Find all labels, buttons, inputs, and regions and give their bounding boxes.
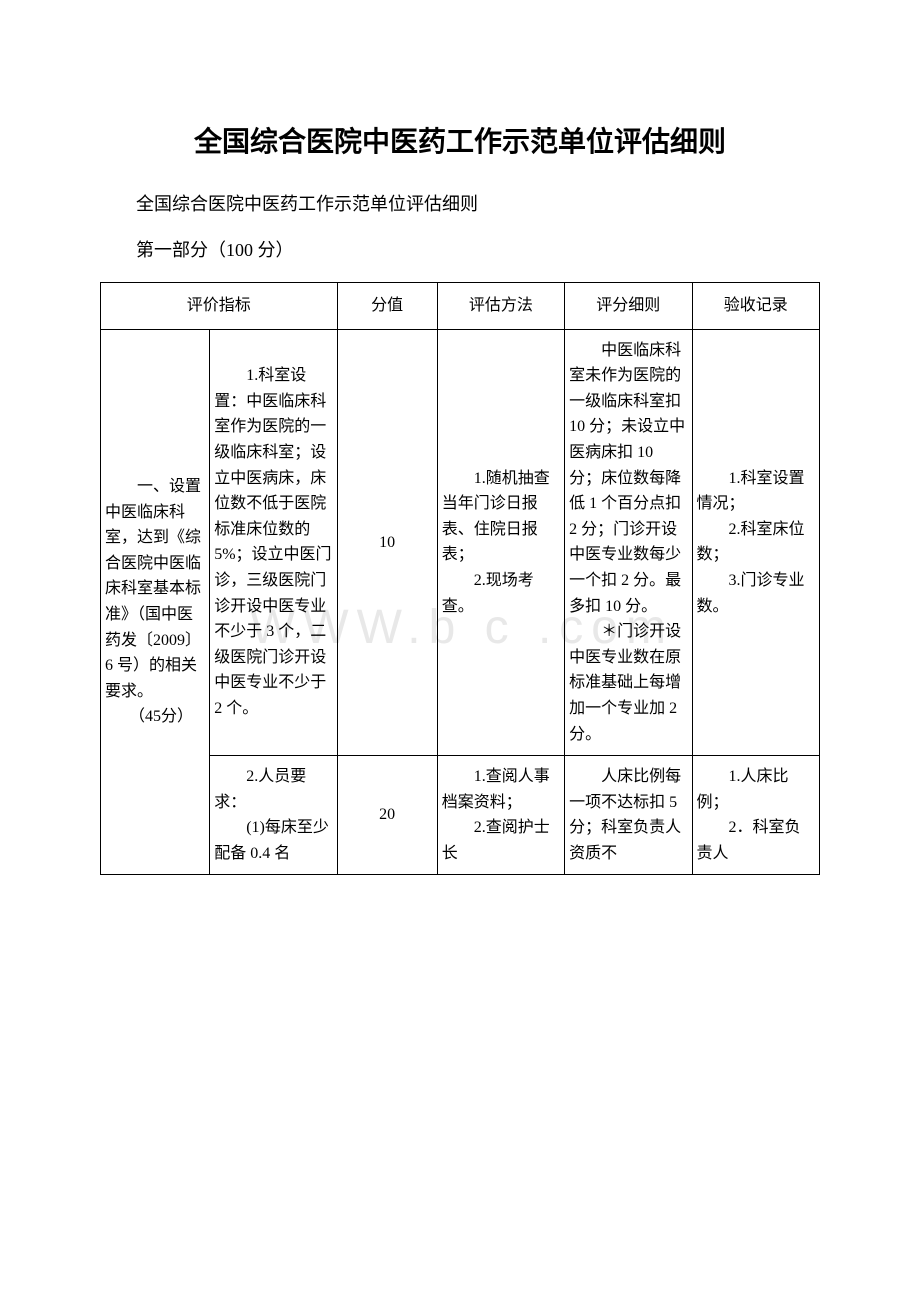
evaluation-table: 评价指标 分值 评估方法 评分细则 验收记录 一、设置中医临床科室，达到《综合医… [100, 282, 820, 875]
cell-method: 1.随机抽查当年门诊日报表、住院日报表； 2.现场考查。 [437, 329, 564, 756]
cell-rule: 人床比例每一项不达标扣 5 分；科室负责人资质不 [565, 756, 692, 875]
cell-indicator: 一、设置中医临床科室，达到《综合医院中医临床科室基本标准》（国中医药发〔2009… [101, 329, 210, 875]
cell-score: 20 [337, 756, 437, 875]
header-method: 评估方法 [437, 283, 564, 330]
cell-sub: 1.科室设置：中医临床科室作为医院的一级临床科室；设立中医病床，床位数不低于医院… [210, 329, 337, 756]
header-rule: 评分细则 [565, 283, 692, 330]
cell-score: 10 [337, 329, 437, 756]
header-indicator: 评价指标 [101, 283, 338, 330]
section-label: 第一部分（100 分） [100, 236, 820, 262]
table-header-row: 评价指标 分值 评估方法 评分细则 验收记录 [101, 283, 820, 330]
header-record: 验收记录 [692, 283, 819, 330]
cell-sub: 2.人员要求： (1)每床至少配备 0.4 名 [210, 756, 337, 875]
table-row: 一、设置中医临床科室，达到《综合医院中医临床科室基本标准》（国中医药发〔2009… [101, 329, 820, 756]
header-score: 分值 [337, 283, 437, 330]
document-title: 全国综合医院中医药工作示范单位评估细则 [100, 120, 820, 160]
document-subtitle: 全国综合医院中医药工作示范单位评估细则 [100, 190, 820, 216]
cell-record: 1.人床比例； 2．科室负责人 [692, 756, 819, 875]
cell-record: 1.科室设置情况； 2.科室床位数； 3.门诊专业数。 [692, 329, 819, 756]
cell-rule: 中医临床科室未作为医院的一级临床科室扣 10 分；未设立中医病床扣 10 分；床… [565, 329, 692, 756]
cell-method: 1.查阅人事档案资料； 2.查阅护士长 [437, 756, 564, 875]
